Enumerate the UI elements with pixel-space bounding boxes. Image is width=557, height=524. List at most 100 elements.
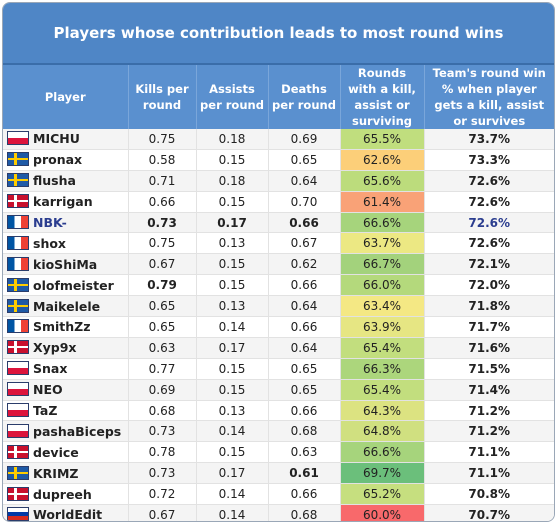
- table-body: MICHU 0.75 0.18 0.69 65.5% 73.7% pronax 0.58 0.1…: [3, 129, 554, 521]
- win-pct-cell: 71.2%: [424, 400, 554, 422]
- win-pct-cell: 71.4%: [424, 379, 554, 401]
- flag-icon: [7, 215, 29, 229]
- player-cell: NEO: [3, 379, 129, 401]
- assists-cell: 0.14: [196, 483, 269, 506]
- flag-icon: [7, 131, 29, 146]
- kas-cell: 63.9%: [340, 316, 425, 338]
- flag-icon: [7, 486, 29, 501]
- assists-cell: 0.13: [196, 295, 269, 318]
- kills-cell: 0.66: [128, 191, 197, 213]
- player-name: Maikelele: [33, 298, 101, 314]
- win-pct-cell: 71.2%: [424, 420, 554, 443]
- flag-icon: [7, 319, 29, 334]
- kills-cell: 0.75: [128, 129, 197, 150]
- kas-cell: 64.3%: [340, 400, 425, 422]
- player-cell: Snax: [3, 358, 129, 380]
- kas-cell: 60.0%: [340, 504, 425, 521]
- assists-cell: 0.15: [196, 149, 269, 171]
- kas-cell: 66.6%: [340, 441, 425, 464]
- table-row: dupreeh 0.72 0.14 0.66 65.2% 70.8%: [3, 483, 554, 506]
- assists-cell: 0.15: [196, 191, 269, 213]
- kas-cell: 65.2%: [340, 483, 425, 506]
- player-cell: karrigan: [3, 191, 129, 213]
- player-cell: pashaBiceps: [3, 420, 129, 443]
- player-name: pronax: [33, 152, 83, 168]
- table-row: Maikelele 0.65 0.13 0.64 63.4% 71.8%: [3, 295, 554, 318]
- player-name: dupreeh: [33, 486, 92, 502]
- flag-icon: [7, 340, 29, 355]
- column-header-kills[interactable]: Kills per round: [128, 65, 197, 129]
- column-header-player[interactable]: Player: [3, 65, 129, 129]
- deaths-cell: 0.66: [268, 316, 341, 338]
- kas-cell: 69.7%: [340, 462, 425, 485]
- win-pct-cell: 72.0%: [424, 274, 554, 297]
- flag-icon: [7, 507, 29, 521]
- deaths-cell: 0.66: [268, 400, 341, 422]
- deaths-cell: 0.67: [268, 232, 341, 255]
- deaths-cell: 0.65: [268, 379, 341, 401]
- kas-cell: 65.4%: [340, 337, 425, 359]
- kills-cell: 0.77: [128, 358, 197, 380]
- deaths-cell: 0.62: [268, 253, 341, 276]
- kas-cell: 63.4%: [340, 295, 425, 318]
- kills-cell: 0.58: [128, 149, 197, 171]
- deaths-cell: 0.66: [268, 274, 341, 297]
- column-header-win-pct[interactable]: Team's round win % when player gets a ki…: [424, 65, 554, 129]
- deaths-cell: 0.66: [268, 483, 341, 506]
- player-cell: shox: [3, 232, 129, 255]
- table-row: Snax 0.77 0.15 0.65 66.3% 71.5%: [3, 358, 554, 380]
- assists-cell: 0.17: [196, 337, 269, 359]
- flag-icon: [7, 382, 29, 397]
- table-row: karrigan 0.66 0.15 0.70 61.4% 72.6%: [3, 191, 554, 213]
- players-table: Player Kills per round Assists per round…: [3, 65, 554, 521]
- win-pct-cell: 71.1%: [424, 462, 554, 485]
- player-cell: KRIMZ: [3, 462, 129, 485]
- flag-icon: [7, 403, 29, 418]
- assists-cell: 0.18: [196, 129, 269, 150]
- kas-cell: 66.7%: [340, 253, 425, 276]
- assists-cell: 0.17: [196, 462, 269, 485]
- table-row: device 0.78 0.15 0.63 66.6% 71.1%: [3, 441, 554, 464]
- player-name: pashaBiceps: [33, 423, 122, 439]
- column-header-kas[interactable]: Rounds with a kill, assist or surviving: [340, 65, 425, 129]
- column-header-assists[interactable]: Assists per round: [196, 65, 269, 129]
- win-pct-cell: 72.1%: [424, 253, 554, 276]
- kills-cell: 0.72: [128, 483, 197, 506]
- kas-cell: 62.6%: [340, 149, 425, 171]
- player-name: karrigan: [33, 194, 93, 210]
- deaths-cell: 0.70: [268, 191, 341, 213]
- kas-cell: 65.5%: [340, 129, 425, 150]
- table-row: SmithZz 0.65 0.14 0.66 63.9% 71.7%: [3, 316, 554, 338]
- player-cell: NBK-: [3, 212, 129, 234]
- kills-cell: 0.63: [128, 337, 197, 359]
- win-pct-cell: 71.7%: [424, 316, 554, 338]
- kills-cell: 0.69: [128, 379, 197, 401]
- player-name: flusha: [33, 173, 76, 189]
- table-row: TaZ 0.68 0.13 0.66 64.3% 71.2%: [3, 400, 554, 422]
- deaths-cell: 0.61: [268, 462, 341, 485]
- table-row: NBK- 0.73 0.17 0.66 66.6% 72.6%: [3, 212, 554, 234]
- kills-cell: 0.65: [128, 316, 197, 338]
- kills-cell: 0.73: [128, 212, 197, 234]
- assists-cell: 0.13: [196, 400, 269, 422]
- flag-icon: [7, 444, 29, 459]
- kas-cell: 63.7%: [340, 232, 425, 255]
- assists-cell: 0.17: [196, 212, 269, 234]
- table-row: flusha 0.71 0.18 0.64 65.6% 72.6%: [3, 170, 554, 192]
- player-cell: Maikelele: [3, 295, 129, 318]
- win-pct-cell: 70.8%: [424, 483, 554, 506]
- flag-icon: [7, 173, 29, 188]
- table-row: Xyp9x 0.63 0.17 0.64 65.4% 71.6%: [3, 337, 554, 359]
- assists-cell: 0.15: [196, 274, 269, 297]
- kills-cell: 0.71: [128, 170, 197, 192]
- deaths-cell: 0.66: [268, 212, 341, 234]
- deaths-cell: 0.65: [268, 358, 341, 380]
- player-name: TaZ: [33, 403, 58, 419]
- column-header-deaths[interactable]: Deaths per round: [268, 65, 341, 129]
- deaths-cell: 0.64: [268, 295, 341, 318]
- win-pct-cell: 72.6%: [424, 212, 554, 234]
- flag-icon: [7, 235, 29, 250]
- player-cell: TaZ: [3, 400, 129, 422]
- kas-cell: 66.0%: [340, 274, 425, 297]
- deaths-cell: 0.63: [268, 441, 341, 464]
